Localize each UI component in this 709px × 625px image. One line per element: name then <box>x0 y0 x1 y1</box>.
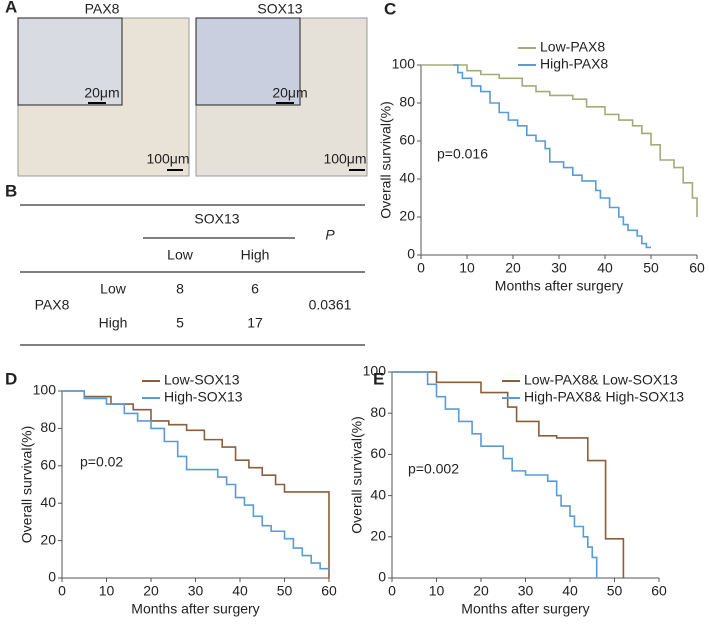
survival-curve <box>392 371 625 578</box>
y-tick-label: 40 <box>370 486 386 502</box>
x-axis-title: Months after surgery <box>495 278 623 294</box>
x-tick-label: 60 <box>321 583 337 599</box>
x-axis-title: Months after surgery <box>131 601 259 617</box>
table-cell: Low <box>100 281 127 297</box>
x-tick-label: 0 <box>388 583 396 599</box>
annotation: p=0.016 <box>437 146 488 162</box>
panel-letter: B <box>5 181 17 200</box>
y-tick-label: 40 <box>399 170 415 186</box>
annotation: p=0.02 <box>80 454 123 470</box>
y-tick-label: 40 <box>40 494 56 510</box>
y-tick-label: 80 <box>40 419 56 435</box>
legend-label: High-PAX8 <box>540 56 608 72</box>
table-cell: 0.0361 <box>309 297 352 313</box>
y-axis-title: Overall survival(%) <box>19 426 35 543</box>
scale-label: 100μm <box>323 151 366 167</box>
x-tick-label: 50 <box>277 583 293 599</box>
y-tick-label: 0 <box>407 246 415 262</box>
y-axis-title: Overall survival(%) <box>349 416 365 533</box>
x-tick-label: 0 <box>417 260 425 276</box>
x-tick-label: 20 <box>505 260 521 276</box>
annotation: p=0.002 <box>408 461 459 477</box>
survival-curve <box>62 390 330 578</box>
table-cell: 8 <box>176 281 184 297</box>
x-tick-label: 40 <box>562 583 578 599</box>
x-tick-label: 30 <box>518 583 534 599</box>
y-axis-title: Overall survival(%) <box>378 101 394 218</box>
survival-curve <box>392 371 598 578</box>
panel-letter: E <box>373 369 384 388</box>
legend-label: Low-PAX8& Low-SOX13 <box>524 372 678 388</box>
scale-label: 20μm <box>84 85 119 101</box>
y-tick-label: 0 <box>48 569 56 585</box>
y-tick-label: 80 <box>399 94 415 110</box>
legend-label: Low-PAX8 <box>540 39 605 55</box>
table-header: P <box>325 227 335 243</box>
legend-label: High-SOX13 <box>164 389 243 405</box>
table-cell: 6 <box>251 281 259 297</box>
x-tick-label: 0 <box>58 583 66 599</box>
x-tick-label: 10 <box>429 583 445 599</box>
y-tick-label: 0 <box>378 569 386 585</box>
scale-label: 20μm <box>272 85 307 101</box>
x-tick-label: 20 <box>473 583 489 599</box>
panel-letter: C <box>384 0 396 18</box>
panel-letter: A <box>5 0 17 16</box>
legend-label: Low-SOX13 <box>164 372 240 388</box>
table-cell: High <box>99 315 128 331</box>
y-tick-label: 60 <box>370 445 386 461</box>
table-cell: 17 <box>247 315 263 331</box>
table-header: SOX13 <box>194 211 239 227</box>
x-tick-label: 40 <box>232 583 248 599</box>
x-tick-label: 10 <box>99 583 115 599</box>
x-tick-label: 60 <box>689 260 705 276</box>
x-tick-label: 30 <box>188 583 204 599</box>
y-tick-label: 20 <box>370 528 386 544</box>
y-tick-label: 60 <box>399 132 415 148</box>
x-tick-label: 10 <box>459 260 475 276</box>
image-label: PAX8 <box>85 1 120 17</box>
image-label: SOX13 <box>257 1 302 17</box>
x-tick-label: 60 <box>651 583 667 599</box>
table: SOX13 P Low High PAX8 Low 8 6 High 5 17 … <box>20 204 365 346</box>
x-axis-title: Months after surgery <box>461 601 589 617</box>
y-tick-label: 20 <box>399 208 415 224</box>
survival-curve <box>421 64 698 217</box>
table-subheader: Low <box>167 247 194 263</box>
x-tick-label: 20 <box>143 583 159 599</box>
survival-curve <box>62 390 329 570</box>
survival-curve <box>453 64 651 249</box>
x-tick-label: 50 <box>643 260 659 276</box>
y-tick-label: 20 <box>40 531 56 547</box>
y-tick-label: 100 <box>363 363 387 379</box>
row-header: PAX8 <box>35 297 70 313</box>
table-cell: 5 <box>176 315 184 331</box>
scale-label: 100μm <box>146 151 189 167</box>
legend-label: High-PAX8& High-SOX13 <box>524 389 684 405</box>
y-tick-label: 100 <box>33 382 57 398</box>
x-tick-label: 50 <box>607 583 623 599</box>
panel-letter: D <box>5 369 17 388</box>
micrograph-panel <box>17 17 368 177</box>
y-tick-label: 60 <box>40 457 56 473</box>
x-tick-label: 40 <box>597 260 613 276</box>
table-subheader: High <box>241 247 270 263</box>
x-tick-label: 30 <box>551 260 567 276</box>
y-tick-label: 80 <box>370 404 386 420</box>
y-tick-label: 100 <box>392 56 416 72</box>
